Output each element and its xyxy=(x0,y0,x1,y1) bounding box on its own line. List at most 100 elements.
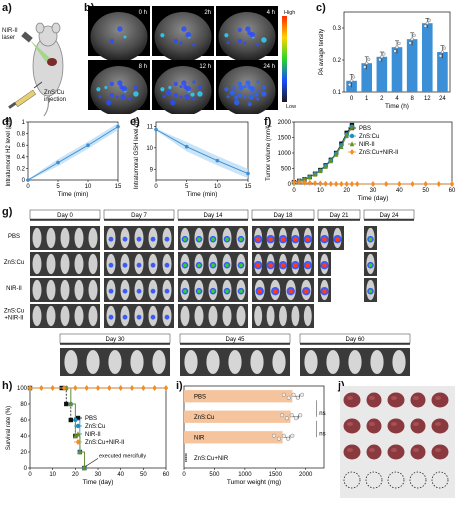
x-tick-label: 15 xyxy=(115,184,122,190)
x-tick-label: 10 xyxy=(317,188,324,194)
fluorescence-signal xyxy=(164,288,170,294)
y-tick-label: 1500 xyxy=(278,136,292,142)
data-point xyxy=(393,49,397,53)
y-axis-label: Tumor volume (mm³) xyxy=(266,125,272,181)
y-tick-label: 60 xyxy=(20,418,27,424)
fluorescence-core xyxy=(225,237,229,241)
pa-time-label: 24 h xyxy=(263,64,275,70)
series-point xyxy=(318,180,323,187)
mouse-silhouette xyxy=(46,305,56,327)
survival-point xyxy=(64,401,69,407)
x-tick-label: 0 xyxy=(182,472,186,478)
x-axis-label: Time (h) xyxy=(385,103,409,110)
fluorescence-core xyxy=(225,289,229,293)
fluorescence-signal xyxy=(150,236,156,242)
fluorescence-core xyxy=(322,262,327,268)
empty-tumor-circle xyxy=(409,471,427,489)
empty-tumor-circle xyxy=(431,471,449,489)
weight-bar xyxy=(184,410,291,423)
group-label: NIR-II xyxy=(6,286,22,292)
series-point xyxy=(410,181,415,187)
series-point xyxy=(370,181,376,187)
series-point xyxy=(339,144,344,149)
day-header-box xyxy=(317,209,361,220)
weight-bar xyxy=(184,390,293,403)
legend-label: NIR-II xyxy=(85,432,101,438)
significance-label: ns xyxy=(319,411,325,417)
fluorescence-signal xyxy=(122,314,128,320)
y-tick-label: 0.4 xyxy=(17,155,26,161)
pa-bar xyxy=(421,23,433,93)
x-tick-label: 24 xyxy=(439,96,446,102)
tumor-specimen xyxy=(343,392,361,408)
tissue-region xyxy=(218,66,276,116)
data-point xyxy=(440,50,445,54)
day-header-box xyxy=(29,209,101,220)
tumor-specimen xyxy=(343,444,361,460)
scale-low-label: Low xyxy=(286,104,297,110)
data-point xyxy=(347,83,352,87)
fluorescence-core xyxy=(288,288,294,294)
data-point xyxy=(293,416,298,421)
x-axis-label: Time (day) xyxy=(83,479,114,486)
pa-signal-spot xyxy=(237,38,243,44)
data-point xyxy=(423,24,427,28)
panel-label-g: g) xyxy=(2,206,13,218)
series-point xyxy=(318,168,323,174)
pa-signal-spot xyxy=(197,91,203,97)
series-point xyxy=(339,181,344,187)
data-point xyxy=(56,160,60,165)
day-header: Day 7 xyxy=(131,213,147,219)
fluorescence-signal xyxy=(108,236,114,242)
fluorescence-signal xyxy=(164,314,170,320)
pa-signal-spot xyxy=(109,81,114,86)
y-tick-label: 80 xyxy=(20,402,27,408)
panel-label-e: e) xyxy=(130,116,140,128)
fluorescence-signal xyxy=(108,262,114,268)
survival-point xyxy=(61,385,67,391)
pa-time-label: 4 h xyxy=(267,10,275,16)
survival-point xyxy=(107,385,112,391)
mouse-silhouette xyxy=(88,305,98,327)
data-point xyxy=(438,54,443,58)
mouse-silhouette xyxy=(266,305,275,327)
fluorescence-signal xyxy=(136,314,142,320)
pa-signal-spot xyxy=(257,89,261,93)
x-tick-label: 20 xyxy=(343,188,350,194)
series-line xyxy=(293,126,353,183)
series-point xyxy=(355,181,360,187)
pa-signal-spot xyxy=(117,80,123,86)
data-point xyxy=(281,433,286,438)
series-point xyxy=(333,181,339,187)
fluorescence-core xyxy=(211,237,215,241)
legend-label: NIR-II xyxy=(359,142,375,148)
pa-signal-spot xyxy=(245,80,251,86)
tissue-region xyxy=(154,66,212,116)
fluorescence-core xyxy=(322,288,327,294)
survival-point xyxy=(68,417,73,423)
data-point xyxy=(291,392,296,397)
pa-signal-spot xyxy=(119,84,124,90)
pa-signal-spot xyxy=(232,85,236,89)
data-point xyxy=(185,460,187,463)
mouse-silhouette xyxy=(180,305,190,327)
tumor-highlight xyxy=(435,396,441,400)
injection-label: ZnS:Cu injection xyxy=(44,90,67,103)
fluorescence-core xyxy=(280,236,286,242)
pa-signal-spot xyxy=(123,35,127,39)
survival-point xyxy=(84,385,89,391)
x-axis-label: Time (day) xyxy=(358,195,389,202)
group-label: +NIR-II xyxy=(4,316,24,322)
data-point xyxy=(290,433,295,438)
category-label: ZnS:Cu+NIR xyxy=(194,456,229,462)
series-line xyxy=(293,124,353,183)
pa-signal-spot xyxy=(224,87,229,92)
day-header: Day 45 xyxy=(225,337,245,343)
fluorescence-signal xyxy=(122,288,128,294)
pa-signal-spot xyxy=(254,92,259,97)
fluorescence-signal xyxy=(122,262,128,268)
x-tick-label: 0 xyxy=(26,184,30,190)
fluorescence-core xyxy=(197,289,201,293)
survival-point xyxy=(68,401,73,407)
pa-signal-spot xyxy=(98,95,102,99)
